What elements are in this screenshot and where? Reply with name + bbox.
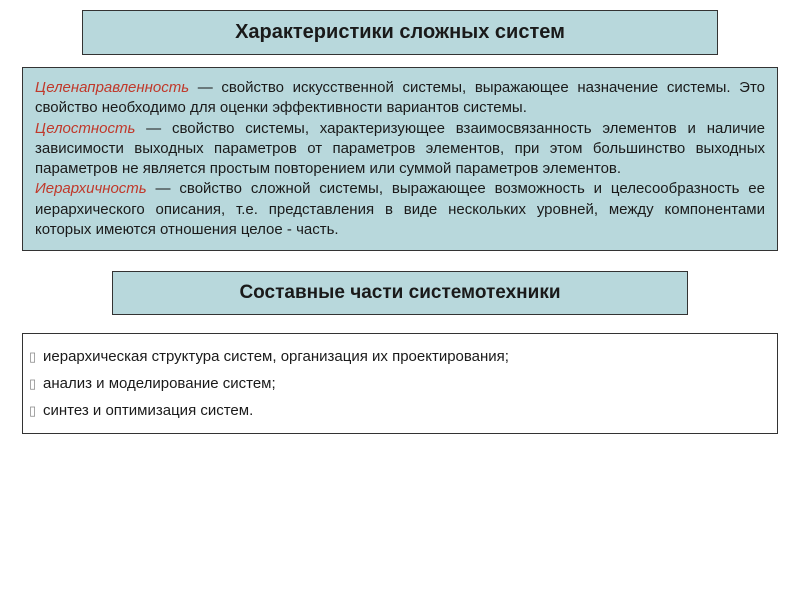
main-title-text: Характеристики сложных систем [235, 21, 565, 43]
definition-item: Целенаправленность — свойство искусствен… [35, 78, 765, 119]
list-item: ▯ иерархическая структура систем, органи… [33, 348, 763, 365]
definition-term: Целенаправленность [35, 79, 189, 96]
definition-item: Целостность — свойство системы, характер… [35, 119, 765, 180]
definition-text: — свойство системы, характеризующее взаи… [35, 120, 765, 178]
list-item-text: анализ и моделирование систем; [43, 375, 276, 392]
bullet-icon: ▯ [29, 403, 39, 419]
bullets-box: ▯ иерархическая структура систем, органи… [22, 333, 778, 434]
bullet-icon: ▯ [29, 349, 39, 365]
main-title-box: Характеристики сложных систем [82, 10, 718, 55]
definition-term: Целостность [35, 120, 135, 137]
definitions-box: Целенаправленность — свойство искусствен… [22, 67, 778, 251]
subtitle-box: Составные части системотехники [112, 271, 688, 315]
list-item-text: иерархическая структура систем, организа… [43, 348, 509, 365]
definition-term: Иерархичность [35, 180, 147, 197]
definition-item: Иерархичность — свойство сложной системы… [35, 179, 765, 240]
list-item-text: синтез и оптимизация систем. [43, 402, 253, 419]
list-item: ▯ анализ и моделирование систем; [33, 375, 763, 392]
bullet-icon: ▯ [29, 376, 39, 392]
subtitle-text: Составные части системотехники [239, 282, 560, 303]
list-item: ▯ синтез и оптимизация систем. [33, 402, 763, 419]
